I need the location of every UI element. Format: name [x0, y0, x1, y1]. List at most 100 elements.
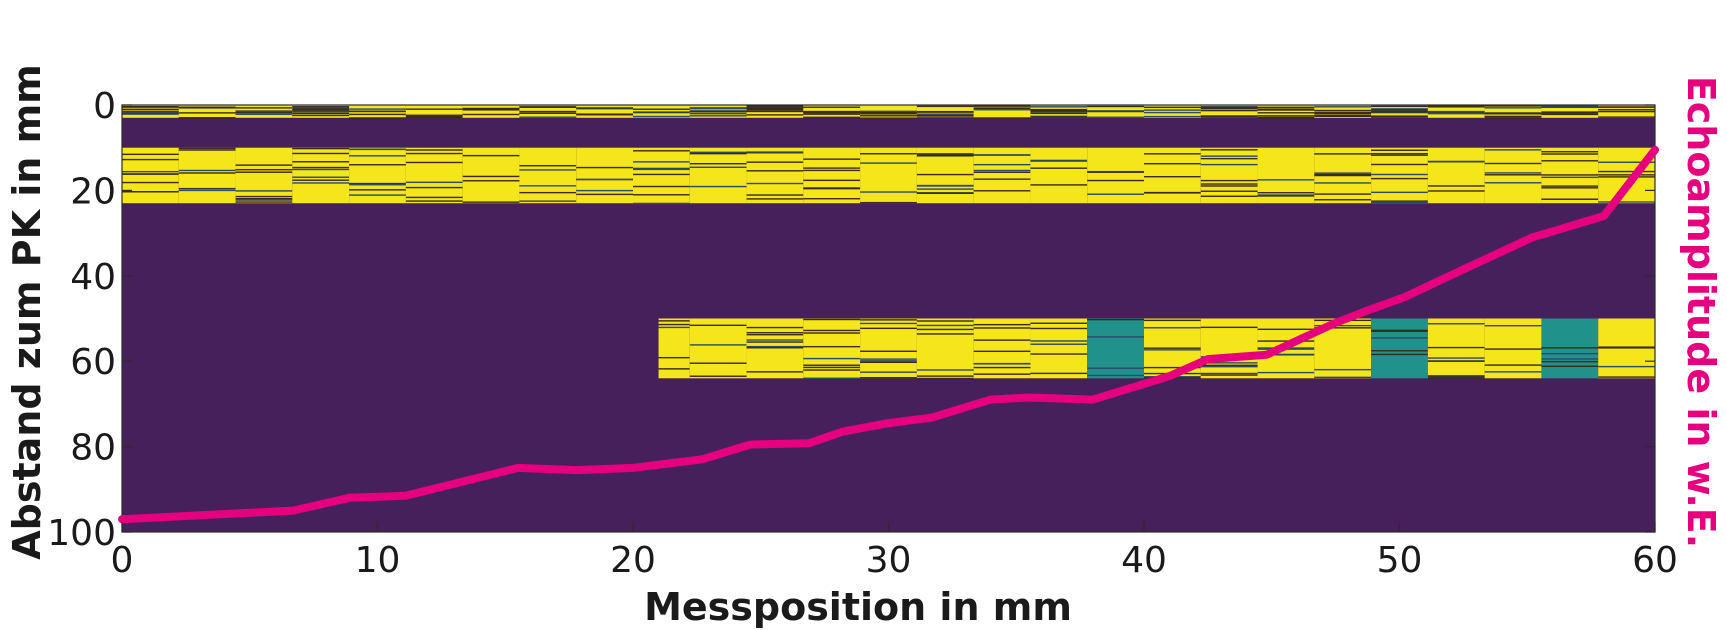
heatmap-striation [1144, 111, 1201, 114]
heatmap-striation [349, 117, 406, 119]
heatmap-striation [462, 113, 520, 116]
heatmap-cell [405, 147, 463, 204]
heatmap-striation [1257, 106, 1315, 109]
heatmap-striation [689, 375, 747, 377]
heatmap-striation [1541, 106, 1599, 108]
heatmap-striation [746, 107, 804, 109]
heatmap-striation [803, 318, 861, 321]
heatmap-striation [292, 109, 350, 111]
heatmap-striation [746, 109, 804, 111]
heatmap-striation [1030, 109, 1088, 111]
heatmap-striation [178, 187, 236, 190]
heatmap-striation [1598, 161, 1655, 163]
echo-amplitude-point [1459, 265, 1467, 273]
heatmap-striation [405, 186, 463, 189]
heatmap-striation [860, 377, 917, 379]
heatmap-striation [803, 111, 861, 114]
heatmap-striation [1200, 179, 1258, 182]
x-axis-label: Messposition in mm [644, 585, 1072, 629]
heatmap-striation [519, 169, 577, 171]
heatmap-striation [519, 200, 577, 202]
heatmap-striation [860, 319, 917, 321]
heatmap-striation [860, 191, 917, 193]
heatmap-cell [1087, 318, 1144, 379]
heatmap-striation [1371, 329, 1428, 332]
heatmap-striation [1598, 106, 1655, 108]
heatmap-striation [1371, 353, 1428, 356]
heatmap-striation [1087, 193, 1144, 195]
heatmap-layer [122, 105, 1655, 532]
heatmap-striation [746, 371, 804, 373]
heatmap-striation [1541, 352, 1599, 355]
heatmap-striation [860, 350, 917, 352]
heatmap-striation [1484, 172, 1542, 174]
heatmap-striation [122, 158, 179, 161]
heatmap-striation [235, 201, 293, 203]
heatmap-striation [746, 110, 804, 113]
heatmap-striation [1257, 192, 1315, 194]
heatmap-cell [689, 147, 747, 204]
heatmap-striation [1030, 184, 1088, 186]
heatmap-striation [349, 155, 406, 157]
heatmap-striation [860, 110, 917, 113]
heatmap-striation [916, 173, 974, 176]
heatmap-striation [1200, 372, 1258, 375]
heatmap-striation [1427, 346, 1485, 349]
x-tick-label: 20 [610, 540, 656, 581]
heatmap-striation [973, 105, 1031, 107]
heatmap-striation [576, 107, 633, 110]
heatmap-striation [178, 106, 236, 108]
heatmap-striation [1427, 377, 1485, 379]
heatmap-striation [1371, 177, 1428, 180]
heatmap-striation [689, 324, 747, 327]
heatmap-striation [178, 172, 236, 174]
heatmap-striation [462, 108, 520, 110]
heatmap-striation [122, 153, 179, 156]
heatmap-striation [1030, 327, 1088, 330]
heatmap-striation [1200, 115, 1258, 117]
heatmap-striation [292, 108, 350, 110]
heatmap-striation [973, 117, 1031, 119]
heatmap-striation [235, 171, 293, 173]
heatmap-striation [122, 170, 179, 173]
y-tick-label: 80 [70, 428, 116, 469]
echo-amplitude-point [928, 414, 936, 422]
heatmap-striation [292, 166, 350, 169]
heatmap-striation [1598, 109, 1655, 111]
heatmap-striation [1598, 347, 1655, 349]
heatmap-striation [973, 171, 1031, 173]
heatmap-striation [633, 161, 690, 163]
heatmap-striation [349, 184, 406, 186]
heatmap-striation [746, 151, 804, 153]
heatmap-striation [235, 107, 293, 109]
heatmap-striation [1200, 109, 1258, 112]
heatmap-striation [803, 179, 861, 182]
echo-amplitude-point [1401, 293, 1409, 301]
heatmap-striation [1200, 157, 1258, 160]
heatmap-striation [1314, 327, 1372, 329]
heatmap-striation [1144, 347, 1201, 349]
heatmap-striation [1484, 115, 1542, 118]
heatmap-striation [689, 115, 747, 117]
heatmap-striation [349, 194, 406, 196]
echo-amplitude-point [573, 466, 581, 474]
heatmap-striation [860, 361, 917, 364]
heatmap-striation [1598, 201, 1655, 203]
heatmap-striation [462, 175, 520, 178]
heatmap-striation [860, 360, 917, 362]
heatmap-striation [1598, 346, 1655, 348]
echo-amplitude-point [289, 507, 297, 515]
heatmap-cell [803, 318, 861, 379]
heatmap-striation [689, 162, 747, 165]
heatmap-striation [746, 114, 804, 116]
heatmap-striation [1087, 110, 1144, 112]
heatmap-striation [1314, 106, 1372, 108]
heatmap-striation [1314, 376, 1372, 379]
heatmap-striation [973, 154, 1031, 156]
heatmap-striation [973, 169, 1031, 172]
heatmap-striation [576, 107, 633, 109]
heatmap-striation [178, 147, 236, 150]
heatmap-cell [1427, 147, 1485, 204]
heatmap-striation [1257, 112, 1315, 114]
heatmap-striation [1371, 337, 1428, 339]
